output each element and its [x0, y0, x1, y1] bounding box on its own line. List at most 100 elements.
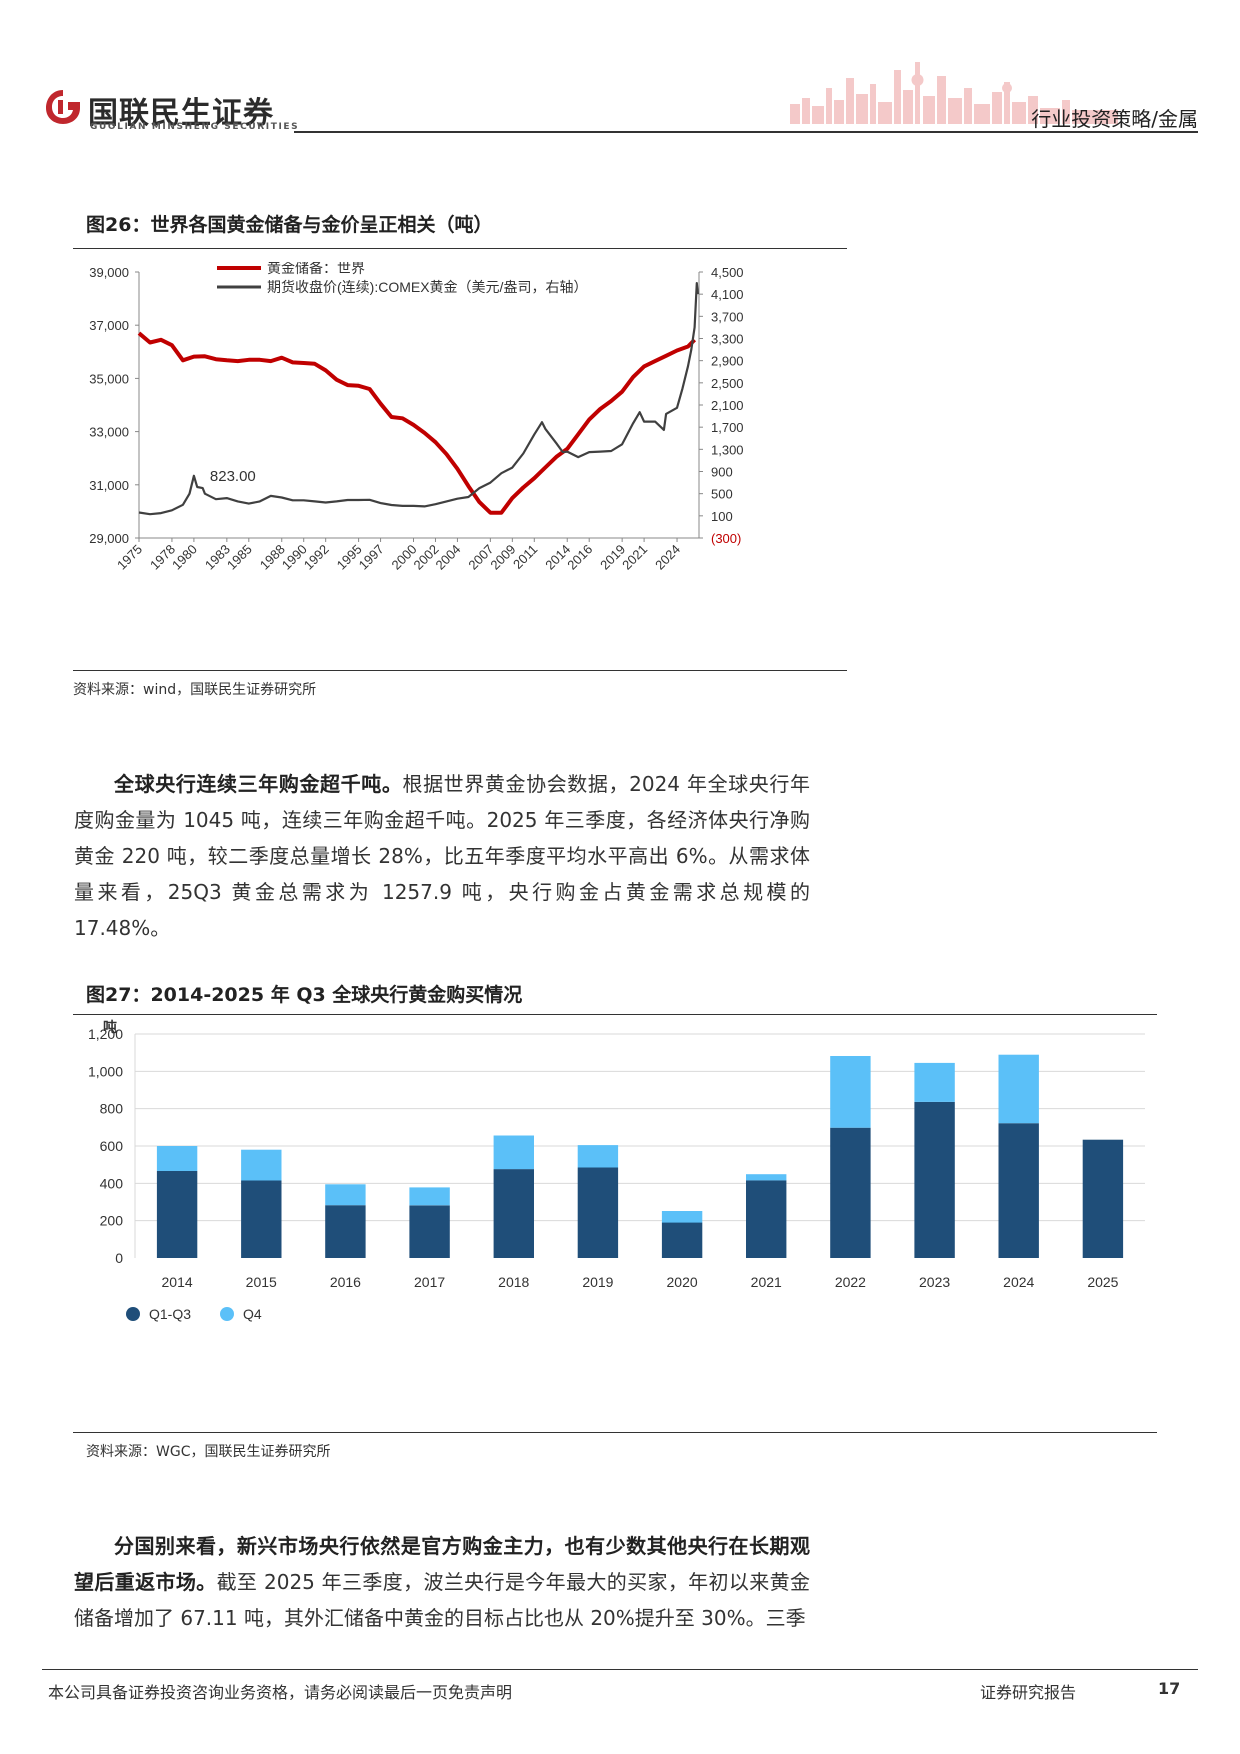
paragraph1-body: 根据世界黄金协会数据，2024 年全球央行年度购金量为 1045 吨，连续三年购… [74, 772, 810, 940]
bar-q1-q3 [577, 1167, 619, 1258]
x-tick-label: 2004 [432, 542, 463, 573]
y-tick-label: 1,000 [88, 1063, 123, 1079]
figure26-top-rule [73, 248, 847, 249]
bar-q1-q3 [493, 1169, 534, 1258]
legend-label-q1-q3: Q1-Q3 [149, 1306, 191, 1322]
bar-q4 [914, 1062, 955, 1102]
bar-q4 [830, 1056, 871, 1128]
bar-q1-q3 [325, 1205, 366, 1258]
bar-q4 [241, 1149, 282, 1181]
bar-q4 [156, 1146, 198, 1171]
bar-q4 [325, 1184, 366, 1206]
legend-label-comex: 期货收盘价(连续):COMEX黄金（美元/盎司，右轴） [267, 279, 587, 295]
x-tick-label: 2018 [498, 1274, 529, 1290]
right-tick-label: 4,100 [711, 287, 744, 302]
left-tick-label: 29,000 [89, 531, 129, 546]
paragraph2-lead: 分国别来看，新兴市场央行依然是官方购金主力，也有少数其他央行在长期观望后重返市场… [74, 1534, 810, 1594]
unit-label: 吨 [103, 1019, 117, 1035]
right-tick-label: 3,300 [711, 332, 744, 347]
x-tick-label: 2024 [1003, 1274, 1034, 1290]
figure27-title: 图27：2014-2025 年 Q3 全球央行黄金购买情况 [86, 984, 523, 1006]
brand-name-en: GUOLIAN MINSHENG SECURITIES [90, 122, 300, 132]
figure26-source: 资料来源：wind，国联民生证券研究所 [73, 682, 317, 698]
x-tick-label: 1975 [114, 542, 145, 573]
bar-q1-q3 [409, 1205, 450, 1258]
y-tick-label: 1,200 [88, 1026, 123, 1042]
legend-swatch-q1-q3 [126, 1307, 140, 1321]
brand-logo-icon [46, 90, 80, 124]
legend-label-reserves: 黄金储备：世界 [267, 262, 365, 276]
x-tick-label: 2011 [510, 542, 540, 572]
series-gold-reserves-line [137, 331, 697, 515]
right-tick-label: 1,300 [711, 442, 744, 457]
x-tick-label: 1997 [356, 542, 387, 573]
x-tick-label: 2021 [751, 1274, 782, 1290]
right-tick-label: 2,500 [711, 376, 744, 391]
x-tick-label: 2020 [667, 1274, 698, 1290]
bar-q1-q3 [746, 1180, 787, 1258]
bar-q1-q3 [241, 1180, 282, 1258]
x-tick-label: 2017 [414, 1274, 445, 1290]
bar-q1-q3 [998, 1123, 1039, 1258]
y-tick-label: 800 [100, 1101, 124, 1117]
legend-swatch-q4 [220, 1307, 234, 1321]
right-tick-label: 100 [711, 509, 733, 524]
x-tick-label: 2023 [919, 1274, 950, 1290]
x-tick-label: 2025 [1087, 1274, 1118, 1290]
figure26-title: 图26：世界各国黄金储备与金价呈正相关（吨） [86, 214, 493, 236]
x-tick-label: 2022 [835, 1274, 866, 1290]
bar-q4 [409, 1187, 450, 1206]
x-tick-label: 2024 [652, 542, 683, 573]
paragraph-central-bank-buying: 全球央行连续三年购金超千吨。根据世界黄金协会数据，2024 年全球央行年度购金量… [74, 766, 810, 946]
paragraph2-body: 截至 2025 年三季度，波兰央行是今年最大的买家，年初以来黄金储备增加了 67… [74, 1570, 811, 1630]
x-tick-label: 1992 [301, 542, 332, 573]
left-tick-label: 35,000 [89, 371, 129, 386]
x-tick-label: 2015 [246, 1274, 277, 1290]
right-tick-label: 1,700 [711, 420, 744, 435]
page-number: 17 [1158, 1679, 1181, 1698]
x-tick-label: 2014 [162, 1274, 193, 1290]
bar-q4 [577, 1145, 619, 1168]
x-tick-label: 2016 [564, 542, 595, 573]
figure27-bottom-rule [73, 1432, 1157, 1433]
peak-annotation: 823.00 [210, 468, 256, 485]
bar-q1-q3 [156, 1171, 198, 1258]
figure26-bottom-rule [73, 670, 847, 671]
bar-q4 [493, 1135, 534, 1170]
footer-disclaimer: 本公司具备证券投资咨询业务资格，请务必阅读最后一页免责声明 [48, 1683, 513, 1702]
bar-q4 [661, 1211, 703, 1223]
right-tick-label: 2,100 [711, 398, 744, 413]
bar-q1-q3 [661, 1222, 703, 1258]
right-tick-label: 500 [711, 487, 733, 502]
right-tick-label: 3,700 [711, 309, 744, 324]
figure27-top-rule [73, 1014, 1157, 1015]
series-comex-gold-line [138, 282, 699, 516]
y-tick-label: 400 [100, 1175, 124, 1191]
header-divider [294, 131, 1198, 133]
central-bank-gold-purchases-chart: 吨 0 200 400 600 800 1,000 1,200 2014 2015 2016 2017… [88, 1019, 1145, 1322]
x-tick-label: 1980 [169, 542, 200, 573]
right-tick-label: 4,500 [711, 265, 744, 280]
paragraph-country-breakdown: 分国别来看，新兴市场央行依然是官方购金主力，也有少数其他央行在长期观望后重返市场… [74, 1528, 810, 1636]
bar-q4 [746, 1174, 787, 1181]
x-tick-label: 1985 [224, 542, 255, 573]
bar-q1-q3 [914, 1101, 955, 1258]
x-tick-label: 2019 [582, 1274, 613, 1290]
right-tick-label: (300) [711, 531, 741, 546]
paragraph1-lead: 全球央行连续三年购金超千吨。 [114, 772, 403, 796]
report-category: 行业投资策略/金属 [1031, 107, 1198, 131]
legend-label-q4: Q4 [243, 1306, 262, 1322]
figure27-source: 资料来源：WGC，国联民生证券研究所 [86, 1444, 331, 1460]
bar-q4 [998, 1054, 1039, 1124]
bar-q1-q3 [1082, 1139, 1124, 1258]
gold-reserves-vs-price-chart: 29,000 31,000 33,000 35,000 37,000 39,000 (300… [89, 262, 744, 573]
left-tick-label: 37,000 [89, 318, 129, 333]
y-tick-label: 200 [100, 1213, 124, 1229]
left-tick-label: 33,000 [89, 425, 129, 440]
y-tick-label: 0 [115, 1250, 123, 1266]
right-tick-label: 900 [711, 465, 733, 480]
right-tick-label: 2,900 [711, 354, 744, 369]
bar-q1-q3 [830, 1127, 871, 1258]
city-skyline-icon [790, 62, 1118, 124]
left-tick-label: 39,000 [89, 265, 129, 280]
